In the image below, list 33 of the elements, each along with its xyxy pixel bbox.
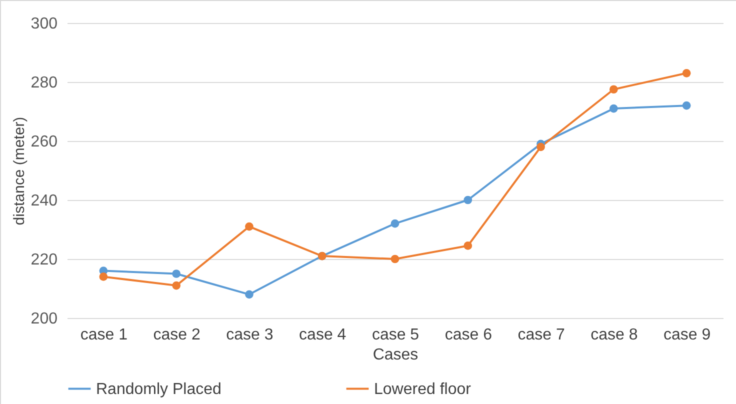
point bbox=[390, 219, 400, 228]
point bbox=[464, 242, 472, 250]
legend-label: Lowered floor bbox=[374, 380, 472, 398]
x-tick-label: case 2 bbox=[153, 326, 201, 344]
y-tick-label: 240 bbox=[30, 192, 58, 210]
x-tick-label: case 5 bbox=[372, 326, 420, 344]
y-tick-label: 300 bbox=[30, 16, 58, 32]
x-tick-label: case 3 bbox=[226, 326, 274, 344]
point bbox=[609, 85, 618, 94]
point bbox=[682, 68, 691, 78]
x-axis-title: Cases bbox=[372, 346, 418, 364]
x-tick-label: case 4 bbox=[299, 326, 346, 344]
x-tick-label: case 1 bbox=[80, 326, 128, 344]
y-tick-label: 220 bbox=[30, 252, 58, 268]
point bbox=[536, 142, 545, 152]
point bbox=[99, 272, 108, 281]
point bbox=[245, 290, 254, 299]
point bbox=[609, 104, 618, 113]
point bbox=[682, 101, 691, 110]
y-tick-label: 280 bbox=[30, 74, 58, 92]
point bbox=[464, 196, 472, 204]
point bbox=[245, 222, 254, 231]
point bbox=[390, 254, 400, 264]
x-tick-label: case 8 bbox=[590, 326, 638, 344]
x-tick-label: case 9 bbox=[663, 326, 711, 344]
point bbox=[172, 270, 181, 278]
y-tick-label: 260 bbox=[30, 134, 58, 150]
y-tick-label: 200 bbox=[30, 310, 58, 328]
x-tick-label: case 6 bbox=[444, 326, 492, 344]
y-axis-title: distance (meter) bbox=[10, 116, 28, 226]
legend-label: Randomly Placed bbox=[96, 380, 222, 398]
point bbox=[172, 281, 181, 290]
x-tick-label: case 7 bbox=[518, 326, 565, 344]
